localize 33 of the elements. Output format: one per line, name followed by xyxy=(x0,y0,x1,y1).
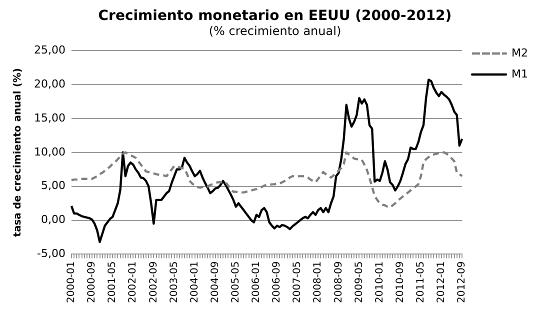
legend-label: M2 xyxy=(512,46,528,60)
y-tick-label: 10,00 xyxy=(34,145,66,158)
line-series xyxy=(70,151,464,208)
y-tick-label: -5,00 xyxy=(37,247,66,260)
y-tick-label: 15,00 xyxy=(34,111,66,124)
x-tick-label: 2012-09 xyxy=(456,261,468,304)
x-tick-label: 2006-09 xyxy=(272,261,283,304)
chart-subtitle: (% crecimiento anual) xyxy=(208,24,342,38)
y-tick-label: 25,00 xyxy=(34,43,66,56)
y-tick-label: 20,00 xyxy=(34,77,66,90)
x-tick-label: 2007-05 xyxy=(292,261,304,304)
legend-label: M1 xyxy=(512,67,528,80)
x-tick-label: 2000-09 xyxy=(86,261,98,304)
x-tick-label: 2010-01 xyxy=(374,261,386,304)
y-tick-label: 5,00 xyxy=(40,179,66,192)
x-tick-label: 2004-01 xyxy=(189,261,200,304)
x-tick-label: 2006-01 xyxy=(251,261,262,304)
chart-title: Crecimiento monetario en EEUU (2000-2012) xyxy=(97,8,453,24)
x-tick-label: 2005-05 xyxy=(230,261,242,304)
x-tick-label: 2009-05 xyxy=(354,261,365,304)
x-tick-label: 2002-01 xyxy=(128,261,139,304)
x-tick-label: 2001-05 xyxy=(107,261,118,304)
x-tick-label: 2012-01 xyxy=(436,261,448,304)
x-tick-label: 2003-05 xyxy=(168,261,180,304)
x-tick-label: 2008-01 xyxy=(312,261,324,304)
x-tick-label: 2010-09 xyxy=(394,261,406,304)
x-tick-label: 2002-09 xyxy=(148,261,160,304)
x-tick-label: 2011-05 xyxy=(415,261,426,304)
x-tick-label: 2004-09 xyxy=(210,261,221,304)
y-tick-label: 0,00 xyxy=(40,213,66,226)
y-axis-title: tasa de crecimiento anual (%) xyxy=(12,68,24,237)
x-tick-label: 2000-01 xyxy=(66,261,78,304)
x-tick-label: 2008-09 xyxy=(333,261,344,304)
